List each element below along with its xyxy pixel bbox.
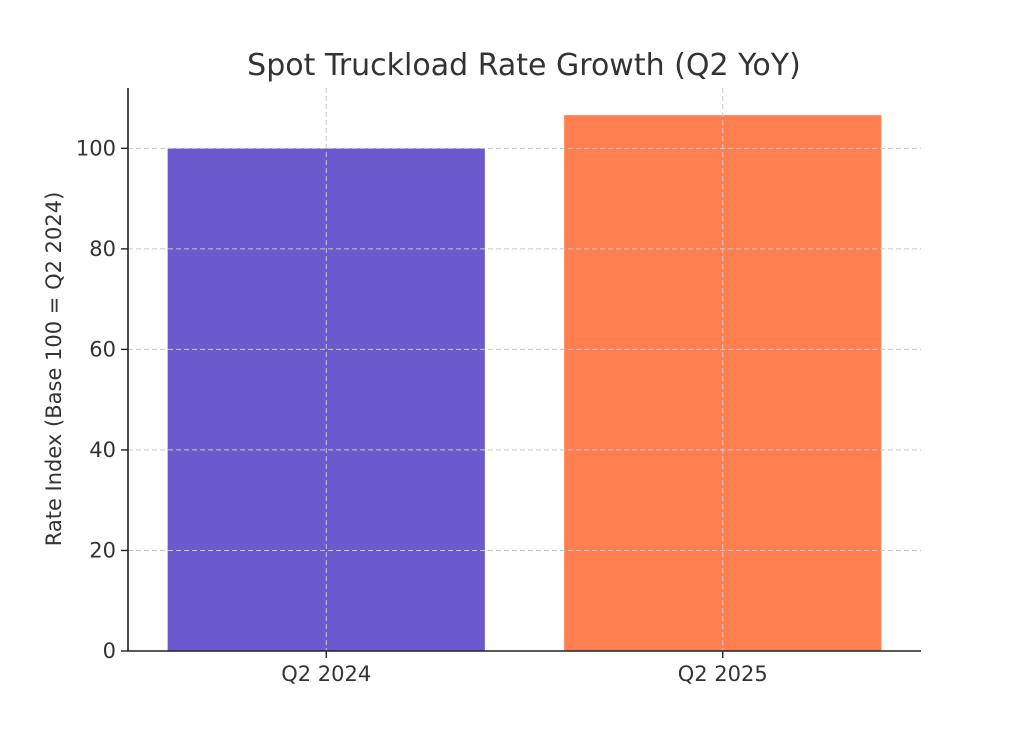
y-tick-label: 20: [89, 538, 116, 562]
y-tick-label: 80: [89, 237, 116, 261]
y-tick-label: 60: [89, 337, 116, 361]
y-tick-label: 40: [89, 438, 116, 462]
y-tick-label: 0: [103, 639, 116, 663]
x-tick-label: Q2 2025: [678, 662, 768, 686]
y-tick-label: 100: [76, 136, 116, 160]
chart-title: Spot Truckload Rate Growth (Q2 YoY): [247, 48, 801, 83]
bar-layer: [167, 115, 882, 652]
bar-q2-2024: [167, 148, 485, 652]
grid-layer: [128, 88, 921, 651]
y-axis-label: Rate Index (Base 100 = Q2 2024): [42, 192, 66, 547]
axis-layer: 0 20 40 60 80 100 Q2 2024 Q2 2025: [76, 88, 921, 686]
x-tick-label: Q2 2024: [281, 662, 371, 686]
